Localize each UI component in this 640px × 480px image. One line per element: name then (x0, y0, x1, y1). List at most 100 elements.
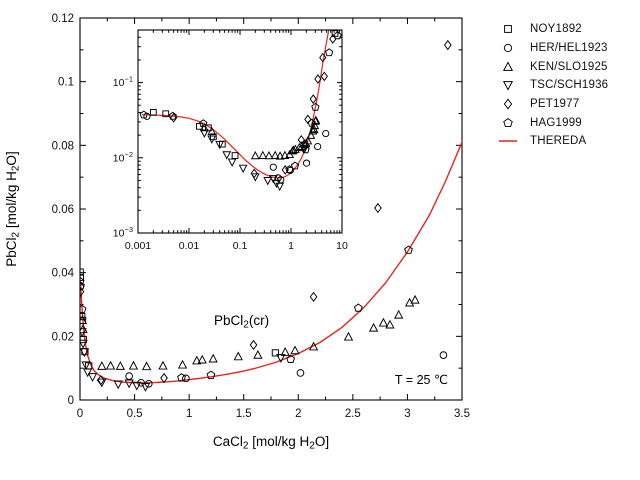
inset-points-layer (139, 30, 342, 192)
legend-item-pet1977: PET1977 (494, 95, 608, 114)
data-point-marker (227, 158, 237, 167)
data-point-marker (177, 359, 188, 369)
square-glyph (504, 25, 512, 34)
inset-plot-frame (137, 29, 343, 234)
data-point-marker (314, 142, 322, 151)
data-point-marker (308, 341, 319, 351)
data-point-marker (80, 348, 90, 358)
inset-x-tick-label: 0.001 (125, 240, 151, 252)
data-point-marker (322, 129, 330, 138)
legend-item-label: THEREDA (530, 135, 587, 148)
data-point-marker (290, 144, 300, 153)
series-ken-slo1925 (80, 294, 420, 371)
data-point-marker (443, 39, 452, 51)
legend-item-label: KEN/SLO1925 (530, 60, 608, 73)
y-tick-label: 0 (68, 395, 74, 407)
x-tick-label: 3 (404, 408, 410, 420)
data-point-marker (113, 380, 123, 390)
data-point-marker (115, 361, 126, 370)
data-point-marker (275, 182, 285, 192)
inset-y-tick-label: 10−3 (113, 225, 133, 240)
data-point-marker (140, 383, 151, 392)
data-point-marker (222, 151, 232, 160)
data-point-marker (281, 165, 289, 175)
inset-x-tick-label: 10 (336, 240, 348, 252)
data-point-marker (141, 361, 152, 371)
data-point-marker (162, 110, 170, 118)
triangle-up-marker-icon (502, 61, 514, 71)
inset-x-tick-label: 0.01 (179, 240, 200, 252)
data-point-marker (231, 152, 239, 159)
data-point-marker (309, 124, 319, 134)
triangle-down-marker-icon (502, 81, 514, 92)
data-point-marker (301, 145, 310, 154)
legend-item-label: PET1977 (530, 98, 580, 111)
data-point-marker (238, 164, 248, 173)
y-tick-label: 0.1 (58, 77, 74, 89)
legend-item-thereda: THEREDA (494, 132, 608, 151)
data-point-marker (394, 309, 404, 319)
data-point-marker (264, 150, 274, 160)
data-point-marker (368, 322, 379, 332)
legend-item-ken-slo1925: KEN/SLO1925 (494, 57, 608, 76)
data-point-marker (177, 373, 186, 382)
red-line-icon (499, 140, 517, 143)
data-point-marker (250, 168, 258, 179)
temperature-annotation: T = 25 ℃ (395, 373, 448, 387)
legend-item-hag1999: HAG1999 (494, 113, 608, 132)
data-point-marker (128, 360, 139, 370)
phase-annotation: PbCl2(cr) (214, 313, 269, 331)
inset-x-tick-label: 1 (288, 240, 294, 252)
series-pet1977 (80, 39, 452, 386)
data-point-marker (139, 110, 148, 119)
x-tick-label: 1.5 (236, 408, 252, 420)
data-point-marker (105, 360, 116, 370)
series-hag1999 (80, 245, 413, 382)
data-point-marker (158, 360, 168, 370)
data-point-marker (302, 159, 311, 167)
data-point-marker (97, 361, 107, 370)
data-point-marker (249, 339, 258, 351)
data-point-marker (378, 317, 389, 327)
data-point-marker (80, 315, 87, 324)
square-marker-icon (504, 25, 512, 34)
data-point-marker (280, 150, 290, 159)
legend-item-her-hel1923: HER/HEL1923 (494, 39, 608, 58)
data-point-marker (286, 166, 294, 174)
data-point-marker (300, 145, 309, 154)
main-points-layer (80, 39, 452, 392)
data-point-marker (207, 126, 217, 136)
x-tick-label: 3.5 (454, 408, 470, 420)
data-point-marker (325, 48, 334, 57)
legend-item-noy1892: NOY1892 (494, 20, 608, 39)
data-point-marker (385, 319, 395, 329)
data-point-marker (271, 349, 279, 357)
series-tsc-sch1936 (80, 328, 286, 392)
y-tick-label: 0.04 (52, 268, 75, 280)
data-point-marker (374, 202, 382, 214)
y-tick-label: 0.08 (52, 140, 74, 152)
data-point-marker (80, 276, 85, 286)
data-point-marker (410, 294, 420, 304)
circle-marker-icon (503, 43, 513, 53)
data-point-marker (192, 355, 202, 365)
inset-y-tick-label: 10−2 (113, 150, 133, 165)
triangle-down-glyph (502, 81, 514, 92)
diamond-marker-icon (503, 98, 513, 110)
data-point-marker (81, 361, 91, 371)
data-point-marker (137, 378, 145, 387)
data-point-marker (206, 370, 216, 379)
inset-x-tick-label: 0.1 (233, 240, 248, 252)
data-point-marker (333, 31, 342, 40)
inset-series-pet1977 (170, 34, 337, 179)
triangle-up-glyph (502, 61, 514, 71)
x-tick-label: 1 (186, 408, 192, 420)
data-point-marker (311, 102, 320, 111)
data-point-marker (250, 150, 260, 160)
data-point-marker (80, 339, 88, 349)
legend-item-label: TSC/SCH1936 (530, 79, 609, 92)
series-her-hel1923 (80, 282, 448, 388)
x-tick-label: 0 (77, 408, 83, 420)
x-tick-label: 2.5 (345, 408, 361, 420)
